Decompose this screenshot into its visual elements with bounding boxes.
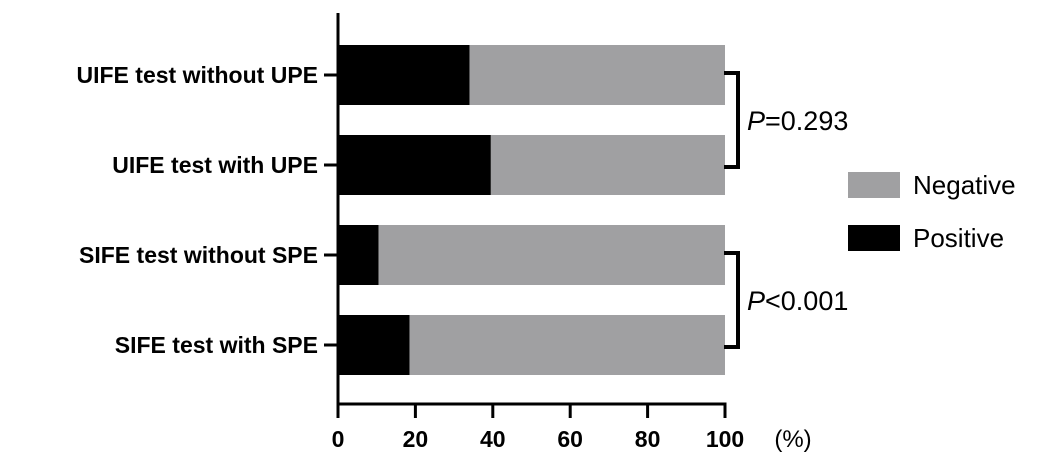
bar-positive-0 bbox=[338, 45, 470, 105]
x-unit-label: (%) bbox=[774, 426, 811, 453]
category-label-3: SIFE test with SPE bbox=[115, 332, 318, 358]
p-value-label-1: P<0.001 bbox=[747, 286, 848, 316]
bar-negative-2 bbox=[378, 225, 725, 285]
bar-positive-3 bbox=[338, 315, 410, 375]
legend-swatch-negative bbox=[848, 172, 900, 198]
category-label-0: UIFE test without UPE bbox=[77, 62, 319, 88]
x-tick-label-2: 40 bbox=[480, 426, 506, 452]
x-tick-label-4: 80 bbox=[635, 426, 661, 452]
x-tick-label-5: 100 bbox=[706, 426, 744, 452]
legend-label-negative: Negative bbox=[913, 170, 1016, 200]
legend-label-positive: Positive bbox=[913, 223, 1004, 253]
x-tick-label-3: 60 bbox=[557, 426, 583, 452]
bar-negative-1 bbox=[490, 135, 725, 195]
legend: Negative Positive bbox=[848, 170, 1016, 253]
x-tick-label-0: 0 bbox=[332, 426, 345, 452]
x-tick-label-1: 20 bbox=[403, 426, 429, 452]
bar-negative-3 bbox=[409, 315, 725, 375]
annotations-layer: P=0.293 P<0.001 bbox=[724, 71, 848, 349]
bar-positive-2 bbox=[338, 225, 379, 285]
p-value-label-0: P=0.293 bbox=[747, 106, 848, 136]
axes-layer bbox=[324, 13, 727, 418]
category-label-2: SIFE test without SPE bbox=[79, 242, 318, 268]
bars-layer bbox=[338, 45, 725, 375]
significance-bracket-0 bbox=[724, 71, 740, 169]
bar-positive-1 bbox=[338, 135, 491, 195]
category-label-1: UIFE test with UPE bbox=[112, 152, 318, 178]
labels-layer: UIFE test without UPE UIFE test with UPE S… bbox=[77, 62, 812, 453]
bar-negative-0 bbox=[469, 45, 725, 105]
legend-swatch-positive bbox=[848, 225, 900, 251]
significance-bracket-1 bbox=[724, 251, 740, 349]
